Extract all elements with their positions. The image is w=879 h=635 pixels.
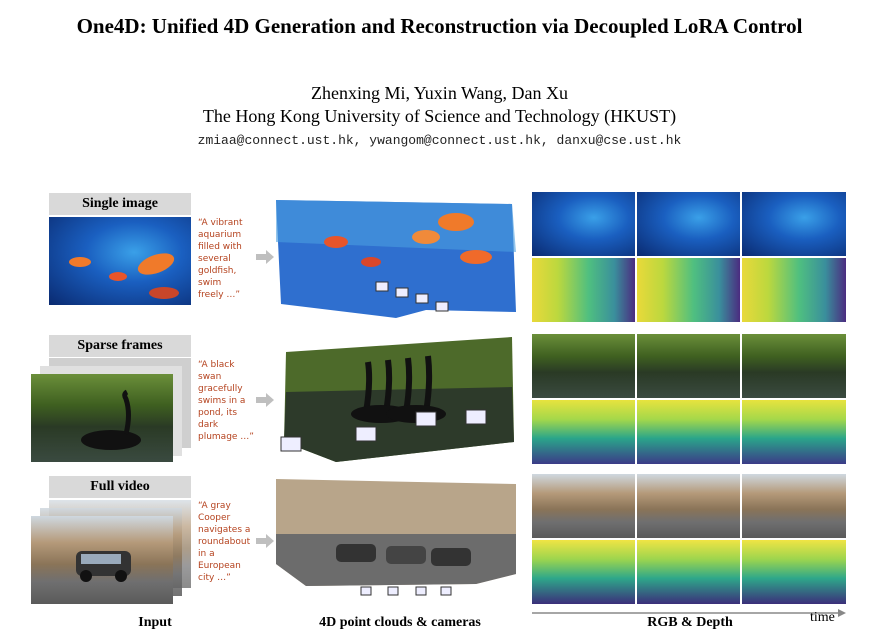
arrow-icon <box>256 250 274 264</box>
point-cloud-car <box>276 474 516 604</box>
prompt-text-car: “A gray Cooper navigates a roundabout in… <box>198 501 251 583</box>
prompt-text-aquarium: “A vibrant aquarium filled with several … <box>198 218 243 300</box>
prompt-text-swan: “A black swan gracefully swims in a pond… <box>198 360 254 442</box>
input-image-swan <box>31 374 173 462</box>
point-cloud-aquarium <box>276 192 516 322</box>
arrow-icon <box>256 393 274 407</box>
input-image-car <box>31 516 173 604</box>
paper-emails: zmiaa@connect.ust.hk, ywangom@connect.us… <box>197 133 682 148</box>
paper-title: One4D: Unified 4D Generation and Reconst… <box>76 14 803 38</box>
caption-clouds: 4D point clouds & cameras <box>319 615 481 630</box>
rgb-depth-swan <box>532 334 846 464</box>
caption-rgbd: RGB & Depth <box>647 615 733 630</box>
rgb-depth-car <box>532 474 846 604</box>
paper-affiliation: The Hong Kong University of Science and … <box>202 106 677 126</box>
point-cloud-swan <box>276 332 516 464</box>
row-label-single-image: Single image <box>49 193 191 215</box>
input-image-aquarium <box>49 217 191 305</box>
paper-authors: Zhenxing Mi, Yuxin Wang, Dan Xu <box>310 83 569 103</box>
rgb-depth-aquarium <box>532 192 846 322</box>
arrow-icon <box>256 534 274 548</box>
row-label-sparse-frames: Sparse frames <box>49 335 191 357</box>
time-arrow <box>532 604 846 617</box>
row-label-full-video: Full video <box>49 476 191 498</box>
caption-input: Input <box>138 615 172 630</box>
time-label: time <box>810 610 835 625</box>
